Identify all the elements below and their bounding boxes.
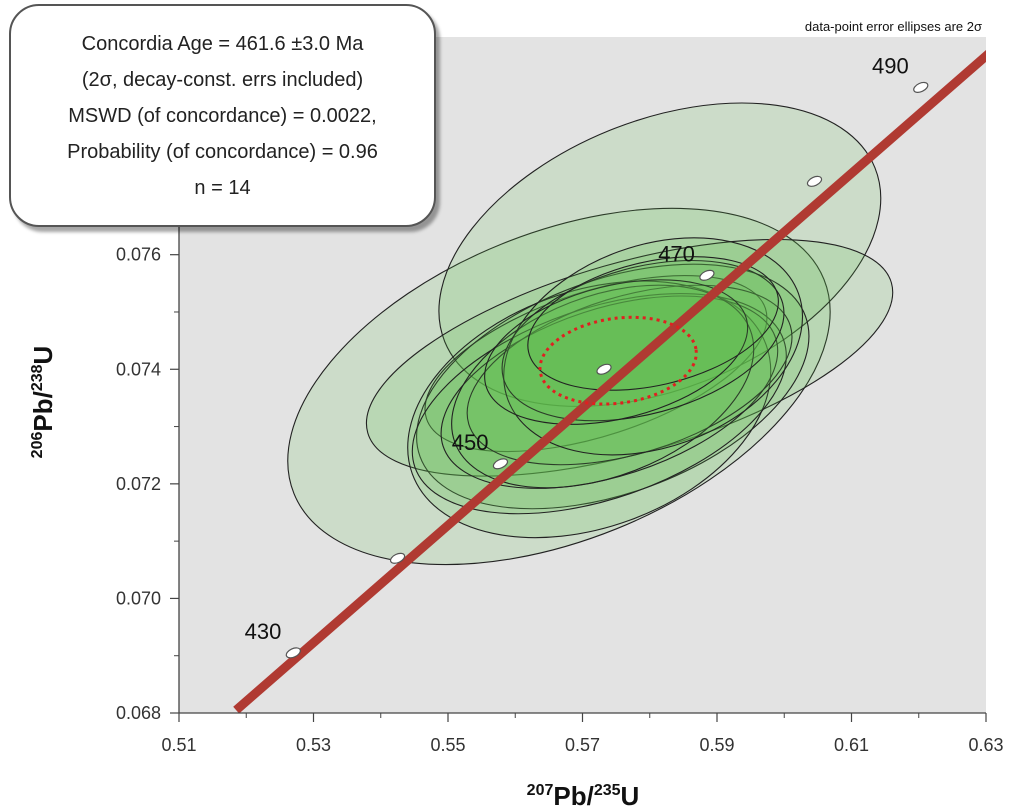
age-marker (699, 269, 715, 281)
x-axis-title: 207Pb/235U (527, 781, 640, 811)
error-ellipse (287, 207, 831, 566)
concordia-age-info-box: Concordia Age = 461.6 ±3.0 Ma (2σ, decay… (9, 4, 436, 227)
age-marker (913, 81, 929, 93)
y-axis-title-mass: 206 (29, 432, 46, 459)
x-tick-label: 0.63 (968, 735, 1003, 755)
y-axis-title-element2: U (28, 346, 58, 365)
x-axis-title-element: Pb (553, 781, 586, 811)
probability-line: Probability (of concordance) = 0.96 (67, 140, 378, 163)
concordia-curve-group (233, 50, 986, 713)
age-marker (806, 175, 823, 187)
age-label: 470 (658, 241, 695, 266)
x-axis-title-mass: 207 (527, 782, 554, 799)
age-marker (492, 458, 509, 470)
y-tick-label: 0.076 (116, 245, 161, 265)
sample-count-line: n = 14 (194, 176, 251, 199)
error-ellipse (438, 102, 882, 407)
error-ellipse (466, 284, 793, 466)
x-tick-label: 0.61 (834, 735, 869, 755)
y-axis-title-mass2: 238 (29, 364, 46, 391)
error-note-line: (2σ, decay-const. errs included) (81, 68, 364, 91)
concordia-curve (233, 50, 986, 713)
error-ellipse-note: data-point error ellipses are 2σ (805, 19, 982, 34)
y-tick-label: 0.074 (116, 359, 161, 379)
age-markers: 430 450 470 490 (245, 53, 929, 659)
x-tick-label: 0.51 (161, 735, 196, 755)
x-axis-title-sep: / (587, 781, 594, 811)
age-marker (389, 552, 406, 564)
y-axis-title: 206Pb/238U (28, 346, 58, 459)
age-label: 490 (872, 53, 909, 78)
age-label: 450 (452, 430, 489, 455)
x-tick-label: 0.57 (565, 735, 600, 755)
x-tick-label: 0.59 (699, 735, 734, 755)
concordia-age-line: Concordia Age = 461.6 ±3.0 Ma (81, 32, 364, 55)
age-marker (285, 647, 301, 659)
x-axis-title-mass2: 235 (594, 782, 621, 799)
y-tick-label: 0.070 (116, 588, 161, 608)
x-axis-title-element2: U (621, 781, 640, 811)
y-axis-title-element: Pb (28, 398, 58, 431)
y-tick-label: 0.072 (116, 474, 161, 494)
y-tick-label: 0.068 (116, 703, 161, 723)
x-tick-label: 0.55 (430, 735, 465, 755)
error-ellipse (501, 259, 785, 422)
mswd-line: MSWD (of concordance) = 0.0022, (68, 104, 377, 127)
age-marker (596, 363, 612, 375)
error-ellipse (440, 295, 779, 489)
age-label: 430 (245, 619, 282, 644)
x-tick-label: 0.53 (296, 735, 331, 755)
y-axis-title-sep: / (28, 391, 58, 398)
